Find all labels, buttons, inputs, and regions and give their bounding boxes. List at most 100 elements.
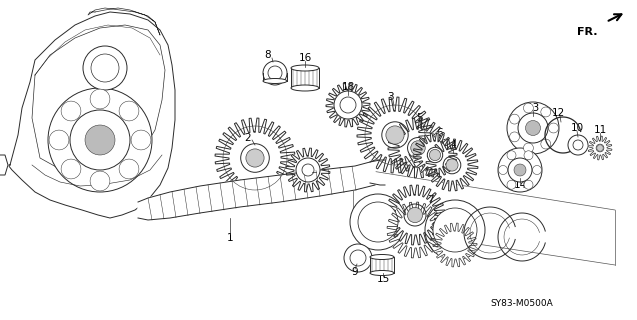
Circle shape: [524, 143, 533, 153]
Circle shape: [411, 141, 426, 155]
Circle shape: [597, 145, 603, 151]
Circle shape: [524, 180, 533, 189]
Circle shape: [429, 149, 441, 161]
Circle shape: [507, 102, 559, 154]
Text: 18: 18: [341, 82, 355, 92]
Text: 16: 16: [298, 53, 311, 63]
Text: 13: 13: [526, 103, 540, 113]
Circle shape: [408, 207, 422, 223]
Circle shape: [302, 164, 314, 176]
Circle shape: [524, 151, 533, 160]
Circle shape: [83, 46, 127, 90]
Polygon shape: [388, 118, 448, 178]
Circle shape: [48, 88, 152, 192]
Circle shape: [518, 113, 548, 143]
Circle shape: [596, 144, 604, 152]
Ellipse shape: [370, 270, 394, 276]
Ellipse shape: [291, 85, 319, 91]
Text: 14: 14: [513, 180, 527, 190]
Text: 10: 10: [571, 123, 583, 133]
Text: 2: 2: [245, 133, 252, 143]
Polygon shape: [370, 257, 394, 273]
Circle shape: [507, 180, 516, 189]
Circle shape: [340, 97, 356, 113]
Polygon shape: [138, 160, 375, 220]
Ellipse shape: [370, 254, 394, 260]
Text: 6: 6: [437, 128, 443, 138]
Text: 9: 9: [352, 267, 358, 277]
Circle shape: [350, 250, 366, 266]
Circle shape: [510, 132, 520, 142]
Circle shape: [386, 126, 404, 144]
Ellipse shape: [291, 65, 319, 71]
Circle shape: [508, 158, 532, 182]
Circle shape: [61, 101, 81, 121]
Circle shape: [90, 89, 110, 109]
Circle shape: [443, 156, 461, 174]
Polygon shape: [426, 139, 478, 191]
Circle shape: [49, 130, 69, 150]
Circle shape: [499, 165, 508, 174]
Text: 11: 11: [594, 125, 606, 135]
Circle shape: [70, 110, 130, 170]
Circle shape: [241, 144, 269, 172]
Circle shape: [533, 165, 541, 174]
Circle shape: [296, 158, 320, 182]
Text: 8: 8: [265, 50, 271, 60]
Circle shape: [568, 135, 588, 155]
Circle shape: [358, 202, 398, 242]
Circle shape: [526, 121, 541, 135]
Text: 3: 3: [387, 92, 393, 102]
Polygon shape: [413, 133, 457, 177]
Polygon shape: [387, 202, 443, 258]
Circle shape: [573, 140, 583, 150]
Polygon shape: [291, 68, 319, 88]
Circle shape: [425, 200, 485, 260]
Circle shape: [514, 164, 526, 176]
Circle shape: [131, 130, 151, 150]
Text: FR.: FR.: [578, 27, 598, 37]
Circle shape: [510, 114, 520, 124]
Circle shape: [404, 204, 426, 226]
Circle shape: [498, 148, 542, 192]
Circle shape: [85, 125, 115, 155]
Circle shape: [427, 147, 443, 163]
Circle shape: [119, 101, 139, 121]
Circle shape: [246, 149, 264, 167]
Polygon shape: [0, 155, 8, 175]
Circle shape: [350, 194, 406, 250]
Ellipse shape: [263, 78, 287, 84]
Polygon shape: [215, 118, 295, 198]
Text: 15: 15: [376, 274, 390, 284]
Text: 17: 17: [313, 167, 327, 177]
Polygon shape: [32, 25, 165, 178]
Circle shape: [119, 159, 139, 179]
Polygon shape: [326, 83, 370, 127]
Circle shape: [446, 159, 458, 171]
Circle shape: [433, 208, 477, 252]
Text: 12: 12: [552, 108, 564, 118]
Circle shape: [90, 171, 110, 191]
Circle shape: [524, 103, 533, 113]
Circle shape: [541, 139, 551, 149]
Polygon shape: [588, 136, 612, 160]
Circle shape: [344, 244, 372, 272]
Circle shape: [382, 122, 408, 148]
Text: 5: 5: [417, 113, 424, 123]
Text: 4: 4: [450, 140, 456, 150]
Text: SY83-M0500A: SY83-M0500A: [490, 299, 553, 308]
Circle shape: [263, 61, 287, 85]
Polygon shape: [286, 148, 330, 192]
Circle shape: [507, 151, 516, 160]
Circle shape: [408, 138, 429, 158]
Circle shape: [541, 107, 551, 117]
Circle shape: [334, 91, 362, 119]
Circle shape: [268, 66, 282, 80]
Polygon shape: [357, 97, 433, 173]
Text: 7: 7: [427, 195, 433, 205]
Polygon shape: [385, 185, 445, 245]
Text: 1: 1: [227, 233, 233, 243]
Polygon shape: [8, 12, 175, 218]
Polygon shape: [433, 223, 477, 267]
Circle shape: [548, 123, 559, 133]
